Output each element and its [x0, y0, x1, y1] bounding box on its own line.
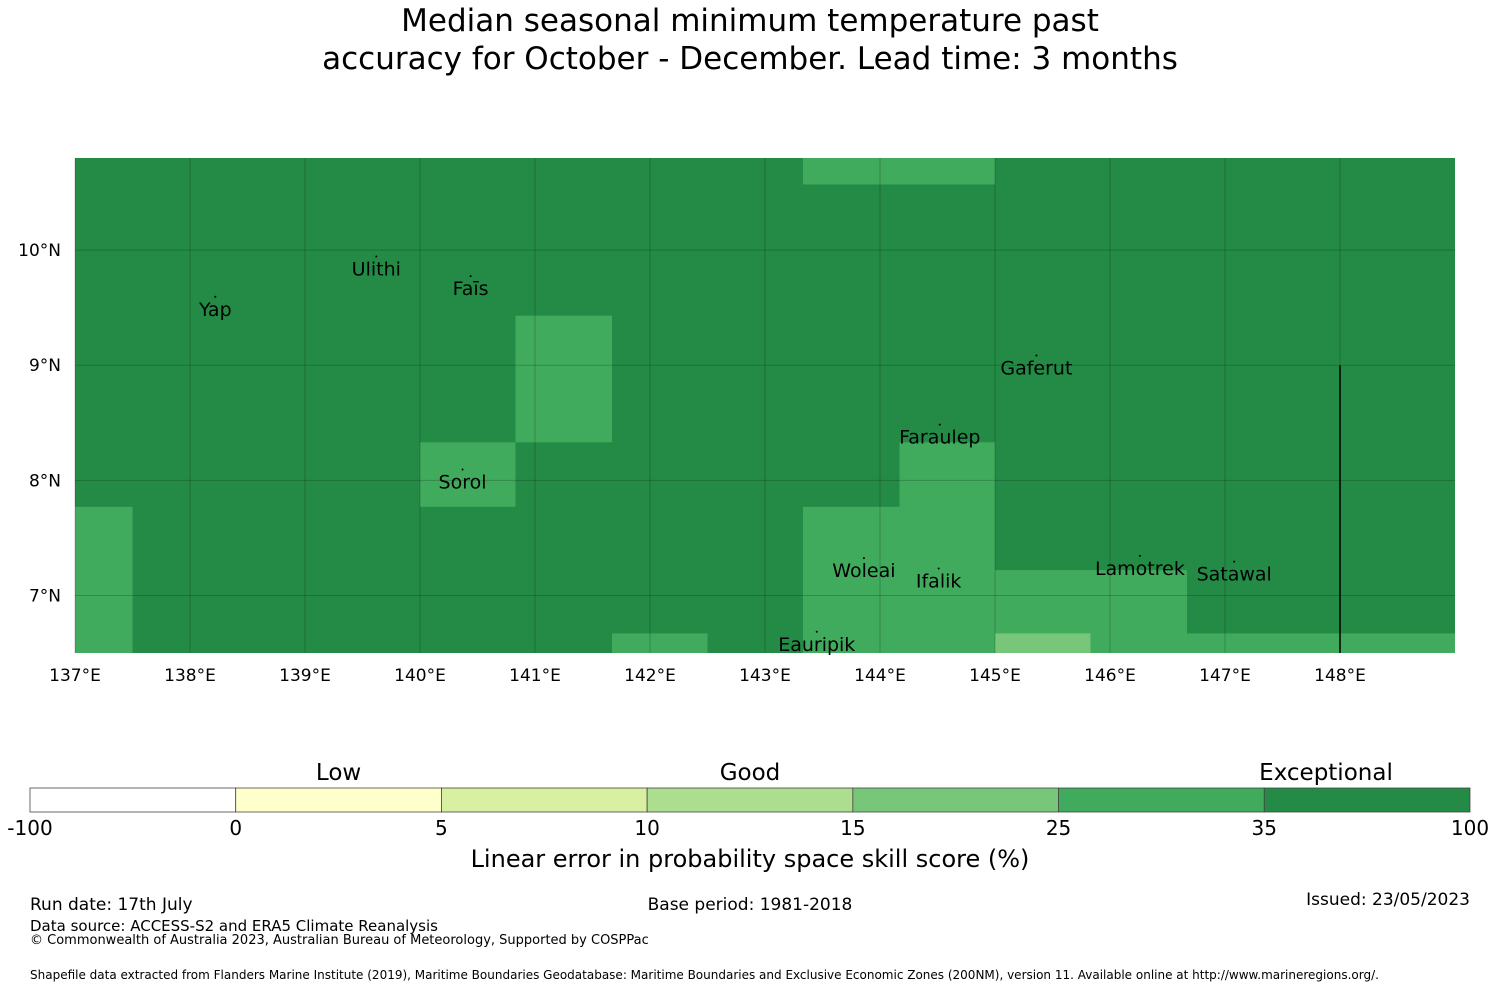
colorbar-tick-label: 5 [435, 816, 448, 840]
island-dot [214, 295, 217, 298]
colorbar-tick-label: 35 [1251, 816, 1278, 840]
colorbar-category-label: Exceptional [1259, 760, 1393, 786]
colorbar-tick-label: 25 [1045, 816, 1072, 840]
island-label: Satawal [1197, 564, 1272, 586]
colorbar-tick-label: 15 [840, 816, 866, 840]
lon-tick-label: 148°E [1314, 666, 1366, 686]
run-date: Run date: 17th July [30, 895, 193, 915]
colorbar-segment [852, 787, 1059, 813]
skill-cell [1187, 633, 1455, 653]
island-label: Ifalik [916, 570, 962, 592]
colorbar-category-label: Good [719, 760, 781, 786]
colorbar-segment [235, 787, 442, 813]
colorbar-segment [1263, 787, 1471, 813]
island-dot [375, 255, 378, 258]
map-background [75, 158, 1455, 653]
skill-cell [75, 506, 133, 653]
skill-cells [75, 158, 1455, 653]
skill-cell [899, 442, 995, 653]
graticule [74, 158, 1455, 653]
lat-tick-label: 7°N [29, 586, 61, 606]
island-dot [937, 567, 940, 570]
island-dot [1233, 560, 1236, 563]
lon-tick-label: 141°E [509, 666, 561, 686]
data-source: Data source: ACCESS-S2 and ERA5 Climate … [30, 917, 438, 935]
skill-cell [802, 158, 995, 185]
shapefile-credit: Shapefile data extracted from Flanders M… [30, 968, 1379, 982]
island-label: Faraulep [899, 427, 980, 449]
colorbar [29, 787, 1471, 813]
island-label: Ulithi [352, 259, 401, 281]
skill-cell [995, 633, 1091, 653]
island-dot [862, 557, 865, 560]
lat-tick-label: 10°N [18, 241, 61, 261]
lon-tick-label: 142°E [624, 666, 676, 686]
island-labels: Yap Ulithi Faīs Gaferut Faraulep Sorol Woleai I… [198, 259, 1272, 656]
lon-tick-label: 143°E [739, 666, 791, 686]
island-dot [938, 423, 941, 426]
island-label: Sorol [439, 471, 487, 493]
island-dot [461, 468, 464, 471]
island-dot [815, 630, 818, 633]
island-label: Faīs [453, 278, 489, 300]
lon-tick-label: 145°E [969, 666, 1021, 686]
colorbar-tick-label: 10 [634, 816, 660, 840]
base-period: Base period: 1981-2018 [647, 895, 853, 915]
map-title-line-1: Median seasonal minimum temperature past [401, 3, 1099, 39]
island-label: Woleai [832, 560, 895, 582]
colorbar-category-label: Low [315, 760, 362, 786]
lon-tick-label: 140°E [394, 666, 446, 686]
island-dot [469, 275, 472, 278]
lon-tick-label: 139°E [279, 666, 331, 686]
lon-tick-label: 146°E [1084, 666, 1136, 686]
colorbar-tick-label: 100 [1450, 816, 1490, 840]
island-dot [1035, 354, 1038, 357]
island-label: Eauripik [778, 634, 855, 656]
colorbar-title: Linear error in probability space skill … [470, 845, 1030, 873]
lon-tick-label: 144°E [854, 666, 906, 686]
map-axes: 137°E 138°E 139°E 140°E 141°E 142°E 143°E 144°E… [18, 241, 1366, 686]
map-figure: Yap Ulithi Faīs Gaferut Faraulep Sorol Woleai I… [18, 158, 1455, 686]
colorbar-tick-label: -100 [7, 816, 53, 840]
colorbar-segment [646, 787, 854, 813]
copyright: © Commonwealth of Australia 2023, Austra… [30, 933, 649, 948]
colorbar-segment [29, 787, 237, 813]
skill-cell [420, 442, 516, 507]
lon-tick-label: 147°E [1199, 666, 1251, 686]
map-title-line-2: accuracy for October - December. Lead ti… [322, 41, 1178, 77]
skill-cell [802, 506, 900, 653]
map-title: Median seasonal minimum temperature past… [0, 2, 1500, 78]
lat-tick-label: 9°N [29, 356, 61, 376]
island-label: Yap [198, 299, 232, 321]
colorbar-tick-label: 0 [229, 816, 243, 840]
island-markers [214, 255, 1236, 633]
island-dot [1138, 554, 1141, 557]
island-label: Gaferut [1000, 358, 1072, 380]
skill-cell [515, 315, 613, 443]
island-label: Lamotrek [1095, 558, 1185, 580]
colorbar-segment [441, 787, 648, 813]
colorbar-segment [1058, 787, 1265, 813]
lon-tick-label: 138°E [164, 666, 216, 686]
issued-date: Issued: 23/05/2023 [1306, 890, 1470, 910]
lat-tick-label: 8°N [29, 471, 61, 491]
lon-tick-label: 137°E [49, 666, 101, 686]
skill-cell [612, 633, 708, 653]
